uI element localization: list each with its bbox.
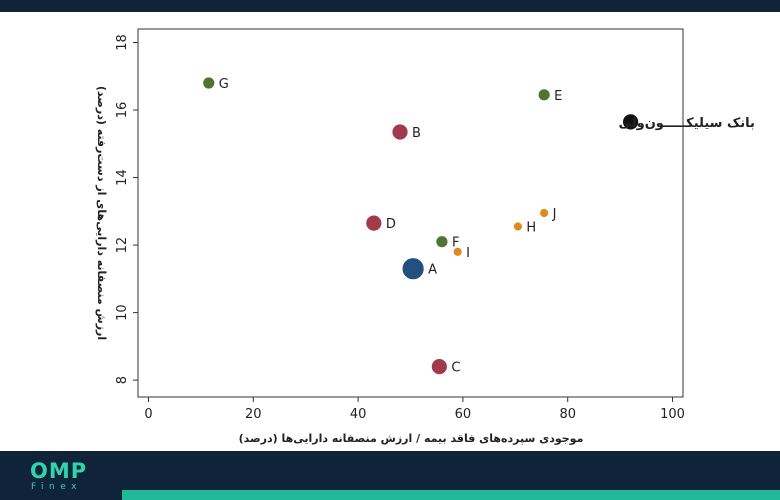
point-marker <box>452 246 463 257</box>
point-label: F <box>452 236 459 251</box>
plot-frame <box>137 28 684 398</box>
x-axis: 0 20 40 60 80 100 <box>144 397 685 422</box>
x-tick-label: 80 <box>559 407 576 422</box>
y-tick-label: 12 <box>115 237 130 254</box>
logo: OMP Finex <box>30 460 87 493</box>
point-marker <box>391 123 409 141</box>
point-label: C <box>451 361 460 376</box>
point-marker <box>622 113 639 131</box>
y-tick-label: 10 <box>115 304 130 321</box>
point-marker <box>202 76 216 90</box>
logo-sub-text: Finex <box>31 482 82 492</box>
x-axis-title: موجودی سپرده‌های فاقد بیمه / ارزش منصفان… <box>239 432 584 445</box>
point-label: H <box>526 221 536 236</box>
y-axis-title: ارزش منصفانه دارایی‌های از دست‌رفته (درص… <box>95 86 108 340</box>
logo-main-text: OMP <box>30 459 88 483</box>
point-label: B <box>412 126 421 141</box>
x-tick-label: 20 <box>245 407 262 422</box>
point-label: A <box>428 263 437 278</box>
point-marker <box>539 208 550 218</box>
point-marker <box>401 257 425 281</box>
point-label: G <box>219 77 229 92</box>
x-tick-label: 0 <box>144 407 152 422</box>
data-points: A B C D E F G H I J بانک سیلیکـــــون‌ولی <box>202 76 755 376</box>
top-banner <box>0 0 780 12</box>
x-tick-label: 100 <box>660 407 685 422</box>
y-tick-label: 16 <box>115 102 130 119</box>
point-marker <box>435 235 449 249</box>
x-tick-label: 60 <box>455 407 472 422</box>
y-tick-label: 18 <box>115 34 130 51</box>
point-marker <box>537 88 551 102</box>
point-marker <box>365 214 383 232</box>
x-tick-label: 40 <box>350 407 367 422</box>
point-label: E <box>554 89 562 104</box>
point-label: D <box>386 217 396 232</box>
y-tick-label: 8 <box>115 376 130 384</box>
y-tick-label: 14 <box>115 169 130 186</box>
point-label: I <box>466 246 470 261</box>
point-label: J <box>552 207 557 222</box>
svb-label: بانک سیلیکـــــون‌ولی <box>619 116 755 131</box>
point-marker <box>513 221 523 232</box>
point-marker <box>430 358 448 376</box>
y-axis: 8 10 12 14 16 18 <box>115 34 138 384</box>
footer-accent-stripe <box>122 490 780 500</box>
scatter-chart: 8 10 12 14 16 18 0 20 40 60 80 100 A B C D E F G H I J بانک … <box>95 28 755 445</box>
